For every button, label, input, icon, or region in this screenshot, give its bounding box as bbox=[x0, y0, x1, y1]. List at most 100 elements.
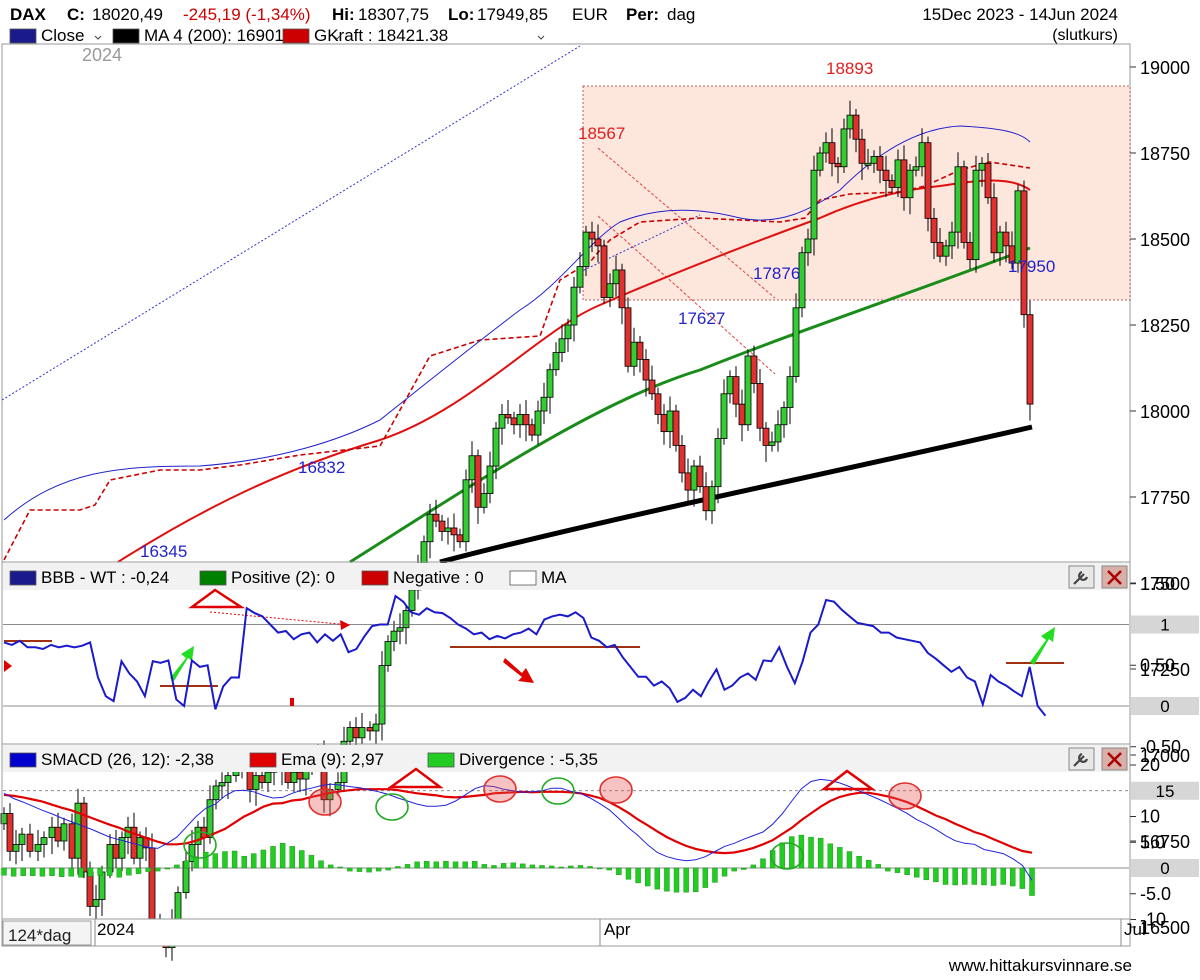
legend-macd[interactable]: SMACD (26, 12): -2,38 Ema (9): 2,97 Diverg… bbox=[9, 750, 598, 769]
divergence-bar bbox=[971, 867, 978, 885]
divergence-bar bbox=[491, 865, 497, 869]
candle-up bbox=[384, 641, 392, 666]
candle-up bbox=[948, 231, 956, 247]
candle-down bbox=[648, 379, 656, 395]
divergence-bar bbox=[385, 867, 391, 871]
divergence-bar bbox=[664, 867, 670, 892]
divergence-bar bbox=[231, 850, 238, 869]
divergence-bar bbox=[347, 867, 353, 872]
divergence-bar bbox=[1010, 867, 1016, 887]
bbb-level-box bbox=[1131, 697, 1199, 715]
candle-down bbox=[600, 245, 608, 298]
top-triangle-icon bbox=[820, 769, 876, 791]
divergence-bar bbox=[39, 867, 46, 877]
candle-up bbox=[708, 486, 716, 512]
candle-down bbox=[528, 424, 536, 436]
candle-up bbox=[1014, 190, 1022, 264]
zoom-box[interactable] bbox=[2, 920, 92, 946]
annot-18567: 18567 bbox=[578, 124, 625, 143]
divergence-bar bbox=[174, 864, 180, 869]
divergence-bar bbox=[510, 862, 516, 869]
legend-bbb[interactable]: BBB - WT : -0,24 Positive (2): 0 Negative … bbox=[9, 568, 567, 587]
legend-label: GKraft : 18421.38 bbox=[314, 26, 448, 45]
divergence-bar bbox=[270, 846, 276, 869]
candle-up bbox=[744, 355, 752, 426]
candle-down bbox=[54, 826, 62, 842]
y-tick-label: 19000 bbox=[1140, 58, 1190, 78]
candle-up bbox=[136, 837, 144, 859]
y-tick-label: 18750 bbox=[1140, 144, 1190, 164]
divergence-bar bbox=[856, 855, 862, 869]
candle-up bbox=[798, 252, 806, 309]
candle-down bbox=[1026, 314, 1034, 405]
arrow-head-icon bbox=[340, 620, 350, 630]
bbb-wrench-button[interactable] bbox=[1068, 565, 1095, 589]
close-value: 18020,49 bbox=[92, 5, 163, 24]
legend-label: SMACD (26, 12): -2,38 bbox=[41, 750, 214, 769]
candle-down bbox=[504, 414, 512, 419]
annot-17627: 17627 bbox=[678, 309, 725, 328]
buy-arrow-icon bbox=[170, 646, 194, 681]
divergence-bar bbox=[837, 847, 843, 869]
legend-swatch bbox=[9, 570, 37, 586]
y-tick-label: 0.50 bbox=[1140, 655, 1175, 675]
x-axis-bar bbox=[1, 918, 1131, 947]
cross-up-circle bbox=[541, 777, 575, 805]
candle-down bbox=[960, 166, 968, 243]
y-tick-label: 5.0 bbox=[1140, 832, 1165, 852]
divergence-bar bbox=[875, 864, 881, 869]
divergence-bar bbox=[260, 849, 267, 869]
divergence-bar bbox=[1000, 867, 1006, 885]
chevron-down-icon bbox=[333, 35, 341, 40]
divergence-bar bbox=[193, 856, 199, 869]
divergence-bar bbox=[222, 851, 228, 869]
ma-black-line bbox=[439, 424, 1033, 565]
divergence-bar bbox=[616, 867, 622, 875]
cross-up-circle bbox=[770, 842, 804, 870]
macd-close-button[interactable] bbox=[1101, 747, 1128, 771]
candle-up bbox=[492, 427, 500, 467]
candle-down bbox=[834, 162, 842, 168]
divergence-bar bbox=[981, 867, 987, 886]
candle-down bbox=[924, 142, 932, 219]
legend-swatch bbox=[9, 752, 37, 768]
candle-down bbox=[432, 513, 440, 522]
candle-up bbox=[48, 826, 56, 838]
bbb-y-axis: 1 0 1.50 0.50 -0.50 bbox=[1130, 574, 1199, 757]
buy-arrow-icon bbox=[1030, 627, 1055, 665]
divergence-bar bbox=[1029, 867, 1035, 896]
bbb-grid bbox=[3, 624, 1129, 707]
candle-up bbox=[396, 627, 404, 632]
candle-up bbox=[666, 410, 674, 433]
divergence-bar bbox=[914, 867, 920, 878]
candle-down bbox=[750, 355, 758, 384]
macd-wrench-button[interactable] bbox=[1068, 747, 1095, 771]
legend-main[interactable]: Close MA 4 (200): 16901.00 GKraft : 18421.… bbox=[9, 26, 545, 45]
y-tick-label: 18500 bbox=[1140, 230, 1190, 250]
divergence-bar bbox=[308, 854, 315, 869]
candle-up bbox=[912, 166, 920, 171]
y-tick-label: 16500 bbox=[1140, 918, 1190, 938]
bbb-level-label: 1 bbox=[1160, 616, 1169, 635]
bbb-marks bbox=[4, 588, 1064, 706]
candle-up bbox=[558, 338, 566, 353]
divergence-bar bbox=[20, 867, 26, 876]
candle-down bbox=[930, 217, 938, 243]
candle-up bbox=[252, 775, 260, 790]
bbb-close-button[interactable] bbox=[1101, 565, 1128, 589]
candle-down bbox=[966, 242, 974, 261]
divergence-bar bbox=[164, 867, 171, 870]
main-y-axis: 1625016500167501700017250175001775018000… bbox=[1130, 58, 1190, 938]
macd-smacd-line bbox=[3, 778, 1033, 881]
candle-down bbox=[1020, 190, 1028, 316]
divergence-bar bbox=[596, 867, 603, 870]
candle-up bbox=[714, 438, 722, 488]
lo-label: Lo: bbox=[448, 5, 474, 24]
top-triangle-icon bbox=[387, 767, 444, 789]
legend-label: Positive (2): 0 bbox=[231, 568, 335, 587]
candle-down bbox=[258, 775, 266, 783]
legend-swatch bbox=[112, 28, 140, 44]
candle-down bbox=[352, 727, 360, 739]
divergence-bar bbox=[106, 867, 113, 876]
divergence-bar bbox=[558, 866, 564, 869]
